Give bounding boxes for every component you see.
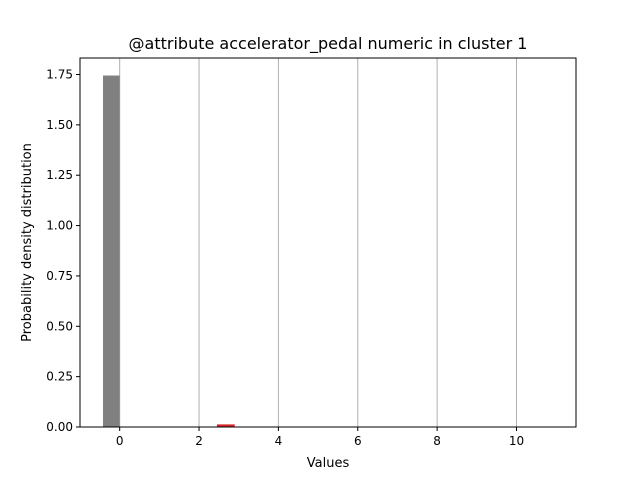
y-tick-label: 1.50	[46, 118, 73, 132]
plot-area-frame	[79, 57, 577, 428]
chart-title: @attribute accelerator_pedal numeric in …	[129, 34, 528, 54]
y-tick-label: 1.25	[46, 168, 73, 182]
x-tick-label: 0	[116, 434, 124, 448]
bars-layer	[103, 75, 235, 427]
x-tick-label: 4	[275, 434, 283, 448]
y-tick-label: 1.00	[46, 219, 73, 233]
histogram-bar	[103, 75, 120, 427]
x-tick-label: 2	[195, 434, 203, 448]
y-tick-label: 0.50	[46, 319, 73, 333]
y-tick-label: 0.25	[46, 370, 73, 384]
x-axis-label: Values	[307, 456, 350, 471]
x-axis-ticks: 0 2 4 6 8 10	[116, 427, 524, 448]
histogram-bar	[216, 424, 235, 427]
x-tick-label: 6	[354, 434, 362, 448]
y-axis-label: Probability density distribution	[20, 143, 35, 342]
x-tick-label: 10	[509, 434, 524, 448]
y-tick-label: 1.75	[46, 68, 73, 82]
grid-layer	[119, 58, 517, 427]
y-axis-ticks: 0.00 0.25 0.50 0.75 1.00 1.25 1.50 1.75	[46, 68, 80, 434]
y-tick-label: 0.75	[46, 269, 73, 283]
y-tick-label: 0.00	[46, 420, 73, 434]
x-tick-label: 8	[433, 434, 441, 448]
